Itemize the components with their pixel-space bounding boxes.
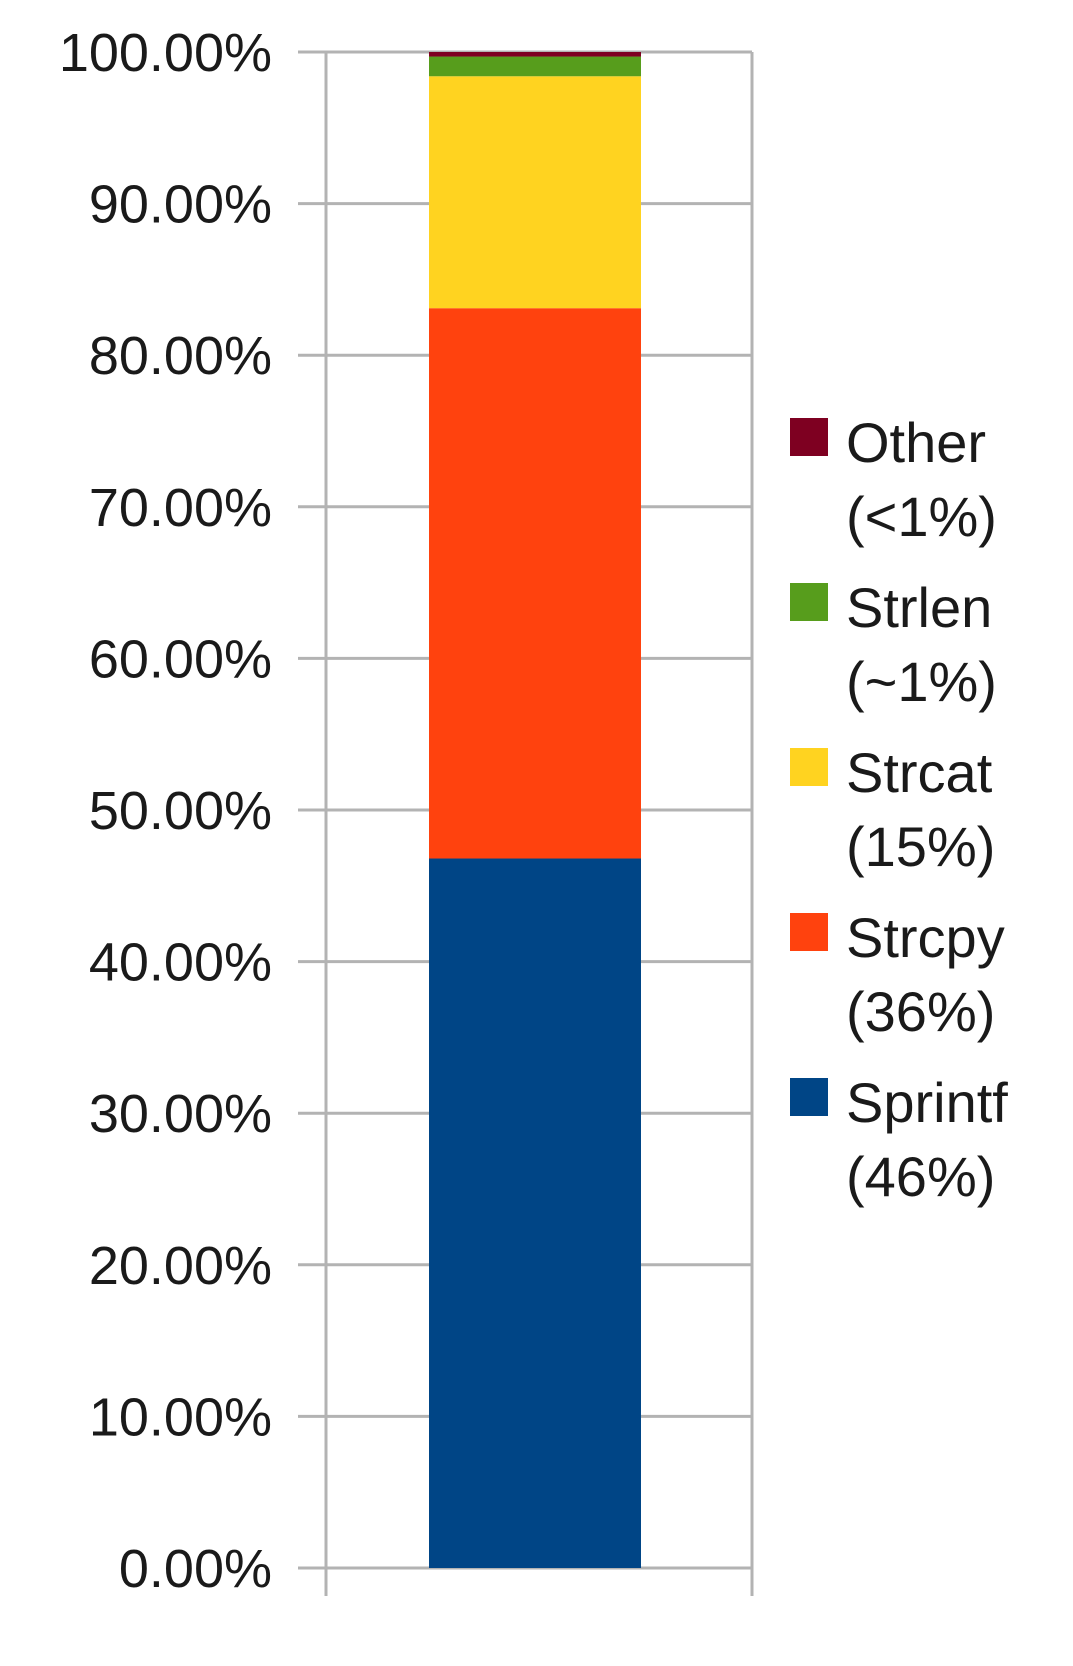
- legend-percent-label: (~1%): [846, 650, 997, 713]
- y-tick-label: 10.00%: [89, 1387, 272, 1447]
- legend-percent-label: (15%): [846, 815, 995, 878]
- legend-item-strlen: Strlen (~1%): [790, 576, 997, 713]
- y-tick-label: 50.00%: [89, 781, 272, 841]
- legend-swatch: [790, 583, 828, 621]
- legend-label: Sprintf: [846, 1071, 1008, 1134]
- bar-segment-strlen: [429, 56, 641, 77]
- legend-swatch: [790, 1078, 828, 1116]
- legend-item-other: Other (<1%): [790, 411, 997, 548]
- y-tick-label: 0.00%: [119, 1539, 272, 1599]
- legend-label: Strcpy: [846, 906, 1005, 969]
- legend-label: Strlen: [846, 576, 992, 639]
- legend-label: Strcat: [846, 741, 993, 804]
- legend-percent-label: (<1%): [846, 485, 997, 548]
- y-tick-label: 20.00%: [89, 1236, 272, 1296]
- bar-segment-strcat: [429, 76, 641, 309]
- legend-item-strcat: Strcat (15%): [790, 741, 995, 878]
- bar-segment-strcpy: [429, 308, 641, 859]
- bar-segment-sprintf: [429, 858, 641, 1568]
- bar-segment-other: [429, 52, 641, 57]
- legend-item-sprintf: Sprintf (46%): [790, 1071, 1008, 1208]
- y-tick-label: 30.00%: [89, 1084, 272, 1144]
- legend-swatch: [790, 913, 828, 951]
- legend: Other (<1%) Strlen (~1%) Strcat (15%) Strcpy (3…: [790, 411, 1008, 1208]
- y-tick-label: 90.00%: [89, 175, 272, 235]
- legend-label: Other: [846, 411, 986, 474]
- legend-item-strcpy: Strcpy (36%): [790, 906, 1005, 1043]
- y-tick-label: 60.00%: [89, 629, 272, 689]
- legend-percent-label: (46%): [846, 1145, 995, 1208]
- y-axis: 0.00% 10.00% 20.00% 30.00% 40.00% 50.00% 60.00…: [59, 23, 272, 1599]
- y-tick-label: 100.00%: [59, 23, 272, 83]
- y-tick-label: 40.00%: [89, 933, 272, 993]
- legend-percent-label: (36%): [846, 980, 995, 1043]
- legend-swatch: [790, 418, 828, 456]
- y-tick-label: 80.00%: [89, 326, 272, 386]
- y-tick-label: 70.00%: [89, 478, 272, 538]
- legend-swatch: [790, 748, 828, 786]
- bar-stack: [429, 52, 641, 1568]
